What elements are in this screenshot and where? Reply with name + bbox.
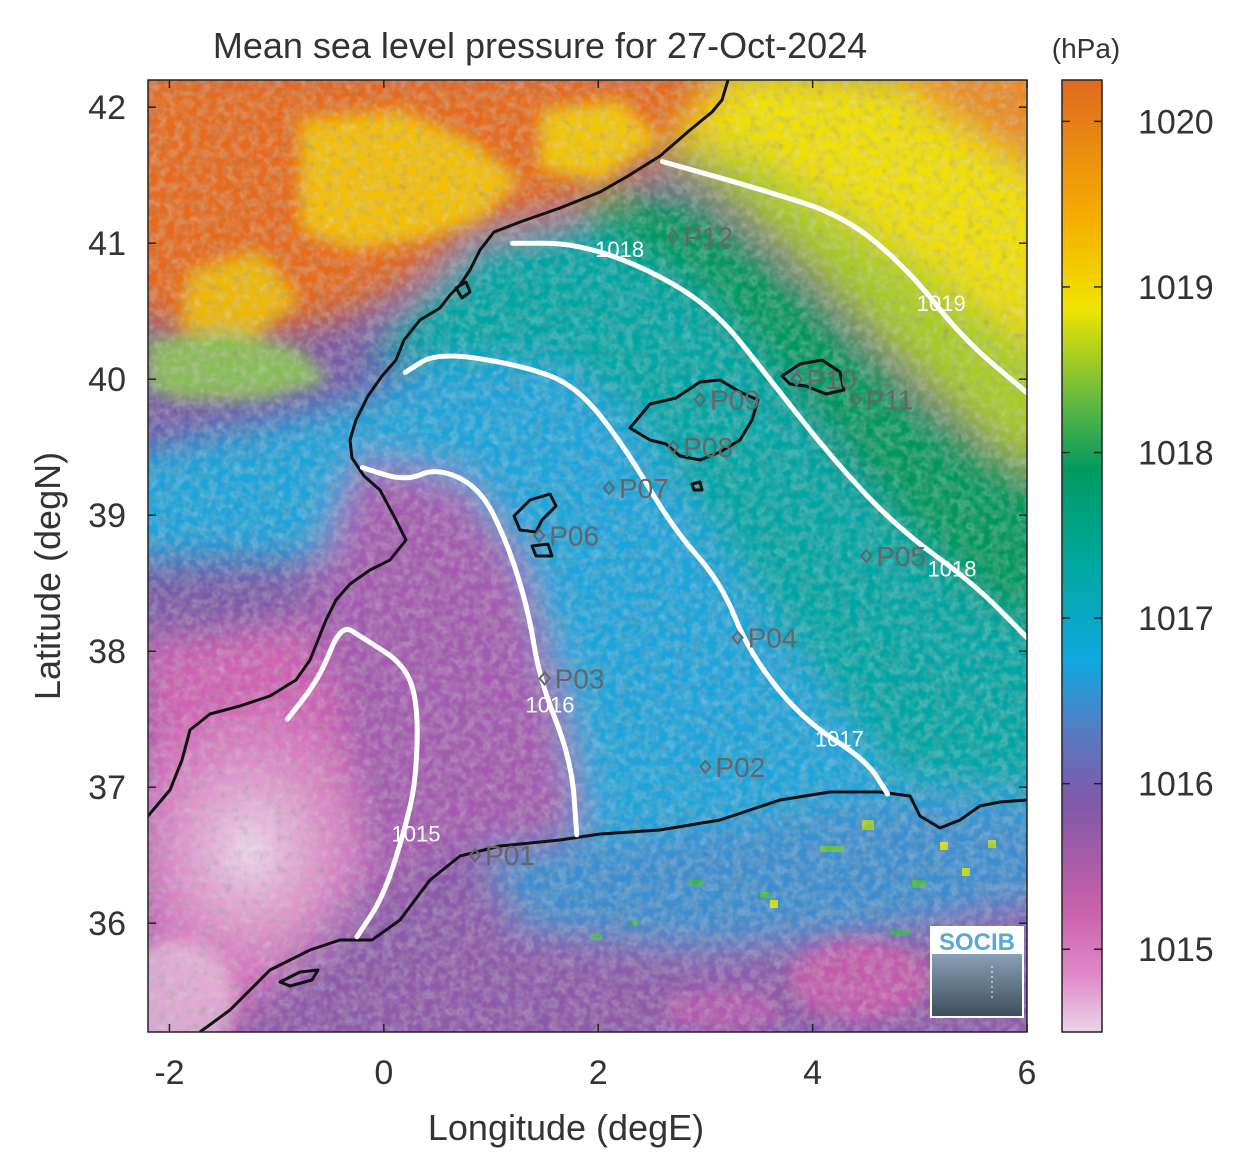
isobar-line <box>510 240 1027 641</box>
station-marker <box>693 392 707 408</box>
station-label: P10 <box>807 364 857 395</box>
station-label: P02 <box>715 752 765 783</box>
station-label: P05 <box>876 541 926 572</box>
station-label: P08 <box>683 432 733 463</box>
coastline <box>148 80 1027 1032</box>
y-tick-label: 37 <box>88 769 126 807</box>
station-label: P01 <box>485 840 535 871</box>
isobars: 1015 1016 1017 1018 1018 1019 <box>284 159 1027 940</box>
x-tick-label: 4 <box>803 1054 822 1092</box>
isobar-label: 1017 <box>815 726 864 751</box>
station-marker <box>731 630 744 646</box>
colorbar-tick-label: 1015 <box>1138 931 1214 969</box>
station-label: P03 <box>555 663 605 694</box>
station-label: P04 <box>748 623 798 654</box>
colorbar-tick-label: 1017 <box>1138 600 1214 638</box>
isobar-line <box>359 465 580 838</box>
isobar-line <box>402 353 891 797</box>
colorbar: (hPa) 1015 1016 1017 1018 1019 1020 <box>1052 33 1214 1033</box>
y-tick-label: 36 <box>88 905 126 943</box>
colorbar-tick-label: 1016 <box>1138 766 1214 804</box>
isobar-label: 1015 <box>392 822 441 847</box>
colorbar-gradient <box>1061 79 1103 1033</box>
y-tick-label: 41 <box>88 225 126 263</box>
station-label: P11 <box>865 385 913 416</box>
isobar-label: 1019 <box>917 291 966 316</box>
x-tick-label: 6 <box>1018 1054 1037 1092</box>
x-tick-label: 0 <box>374 1054 393 1092</box>
station-marker <box>859 548 873 564</box>
x-tick-label: 2 <box>589 1054 608 1092</box>
colorbar-label: (hPa) <box>1052 33 1120 64</box>
station-label: P07 <box>619 473 669 504</box>
station-label: P12 <box>683 221 733 252</box>
colorbar-tick-label: 1020 <box>1138 103 1214 141</box>
isobar-label: 1018 <box>595 237 644 262</box>
station-markers: P01 P02 P03 P04 P05 P06 P07 P08 P09 P10 P11 P12 <box>468 221 926 871</box>
station-marker <box>666 439 680 455</box>
station-marker <box>602 480 616 496</box>
isobar-label: 1018 <box>927 556 976 581</box>
plot-frame <box>147 79 1028 1033</box>
x-tick-label: -2 <box>154 1054 184 1092</box>
station-marker <box>468 847 482 863</box>
isobar-line <box>284 627 420 940</box>
station-marker <box>849 392 862 408</box>
y-tick-label: 40 <box>88 361 126 399</box>
station-label: P09 <box>710 385 760 416</box>
logo-text: SOCIB <box>939 929 1015 956</box>
station-marker <box>699 759 712 775</box>
y-tick-label: 42 <box>88 89 126 127</box>
chart-title: Mean sea level pressure for 27-Oct-2024 <box>213 25 867 66</box>
colorbar-ticks: 1015 1016 1017 1018 1019 1020 <box>1062 103 1214 969</box>
colorbar-tick-label: 1018 <box>1138 435 1214 473</box>
station-marker <box>538 670 551 686</box>
y-axis-label: Latitude (degN) <box>27 452 68 700</box>
pressure-field: 1015 1016 1017 1018 1018 1019 P01 P02 P03 P04 P05… <box>148 80 1027 1032</box>
isobar-line <box>660 159 1027 396</box>
colorbar-tick-label: 1019 <box>1138 269 1214 307</box>
x-axis-label: Longitude (degE) <box>428 1107 704 1148</box>
station-marker <box>666 228 680 244</box>
y-tick-label: 38 <box>88 633 126 671</box>
y-axis: 36 37 38 39 40 41 42 <box>88 89 1027 943</box>
x-axis: -2 0 2 4 6 <box>154 80 1036 1092</box>
station-marker <box>790 371 803 387</box>
y-tick-label: 39 <box>88 497 126 535</box>
socib-logo: SOCIB <box>930 926 1024 1018</box>
isobar-label: 1016 <box>526 692 575 717</box>
station-marker <box>532 528 546 544</box>
station-label: P06 <box>549 521 599 552</box>
